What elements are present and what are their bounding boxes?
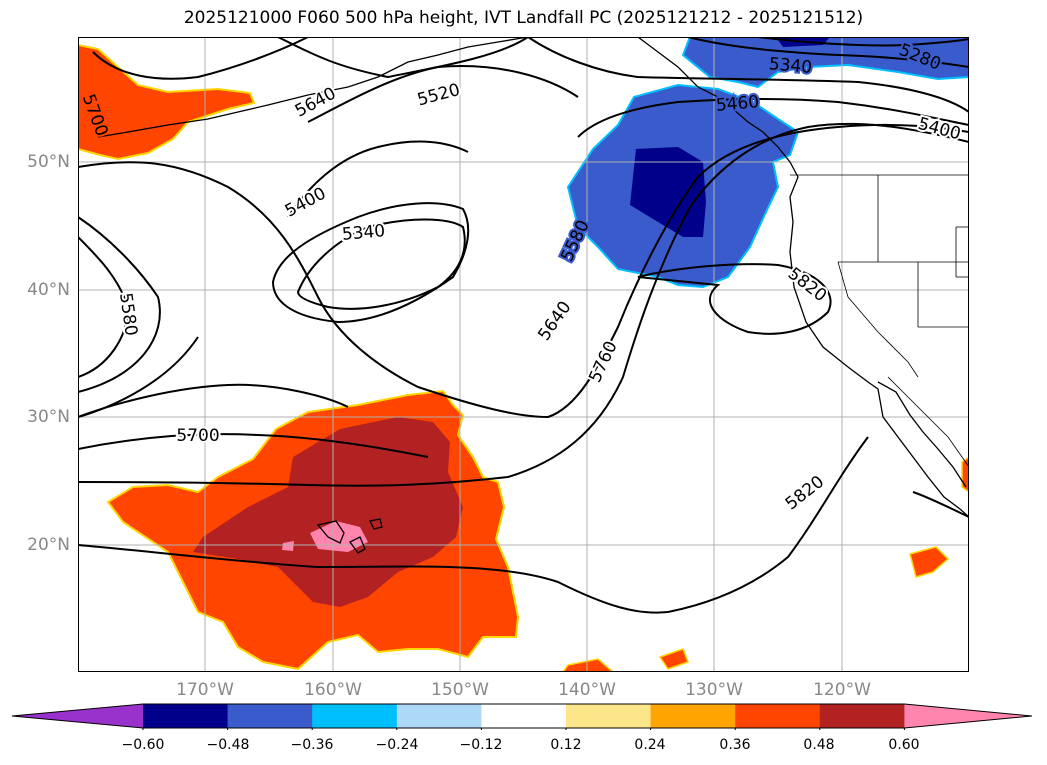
ivt-negative-region-coastal: [566, 83, 800, 289]
contour-label: 5400: [916, 114, 963, 145]
lon-label: 140°W: [558, 680, 616, 700]
colorbar-segment: [312, 704, 398, 728]
contour-label: 5820: [784, 264, 830, 306]
lon-label: 150°W: [431, 680, 489, 700]
lat-label: 50°N: [27, 152, 70, 172]
colorbar-segment: [819, 704, 905, 728]
map-panel: 5700 5640 5520 5400 5340 5580 5700 5640 …: [78, 37, 969, 672]
ivt-positive-region-small: [562, 456, 969, 672]
colorbar: [11, 703, 1033, 730]
colorbar-tick-label: 0.48: [803, 737, 835, 753]
colorbar-tick-label: −0.60: [121, 737, 165, 753]
colorbar-tick-label: −0.48: [206, 737, 250, 753]
colorbar-tick-label: −0.36: [290, 737, 334, 753]
lon-label: 130°W: [685, 680, 743, 700]
colorbar-segment: [481, 704, 567, 728]
height-contours: [78, 37, 969, 614]
contour-label: 5580: [115, 291, 141, 337]
contour-label: 5460: [715, 92, 760, 116]
ivt-positive-region-northwest: [78, 43, 256, 161]
lon-label: 120°W: [813, 680, 871, 700]
colorbar-segment: [566, 704, 652, 728]
map-title: 2025121000 F060 500 hPa height, IVT Land…: [183, 8, 864, 28]
colorbar-tick-label: 0.24: [634, 737, 666, 753]
lon-label: 170°W: [176, 680, 234, 700]
map-frame: [78, 37, 969, 672]
colorbar-tick-label: 0.12: [550, 737, 582, 753]
graticule: [78, 37, 969, 672]
contour-label: 5400: [282, 184, 330, 222]
contour-label: 5760: [585, 338, 621, 386]
lon-label: 160°W: [304, 680, 362, 700]
colorbar-segment: [143, 704, 229, 728]
colorbar-tick-label: −0.24: [375, 737, 419, 753]
contour-label: 5700: [176, 426, 219, 446]
contour-label: 5340: [768, 54, 813, 78]
contour-label: 5340: [341, 221, 386, 245]
borders: [790, 174, 969, 468]
ivt-positive-region-central-pacific: [106, 389, 520, 671]
lat-label: 30°N: [27, 407, 70, 427]
colorbar-extend-low: [12, 704, 143, 728]
contour-label: 5640: [534, 298, 575, 345]
lat-label: 40°N: [27, 280, 70, 300]
ivt-negative-region-northeast: [681, 37, 969, 89]
colorbar-segment: [227, 704, 313, 728]
colorbar-extend-high: [904, 704, 1032, 728]
colorbar-tick-label: 0.36: [719, 737, 751, 753]
contour-label: 5580: [557, 217, 593, 265]
lat-label: 20°N: [27, 535, 70, 555]
colorbar-segment: [735, 704, 821, 728]
contour-label: 5640: [292, 84, 340, 122]
colorbar-segment: [650, 704, 736, 728]
contour-label: 5520: [415, 80, 462, 111]
colorbar-segment: [396, 704, 482, 728]
coastlines: [97, 37, 969, 554]
colorbar-tick-label: −0.12: [459, 737, 503, 753]
colorbar-tick-label: 0.60: [888, 737, 920, 753]
